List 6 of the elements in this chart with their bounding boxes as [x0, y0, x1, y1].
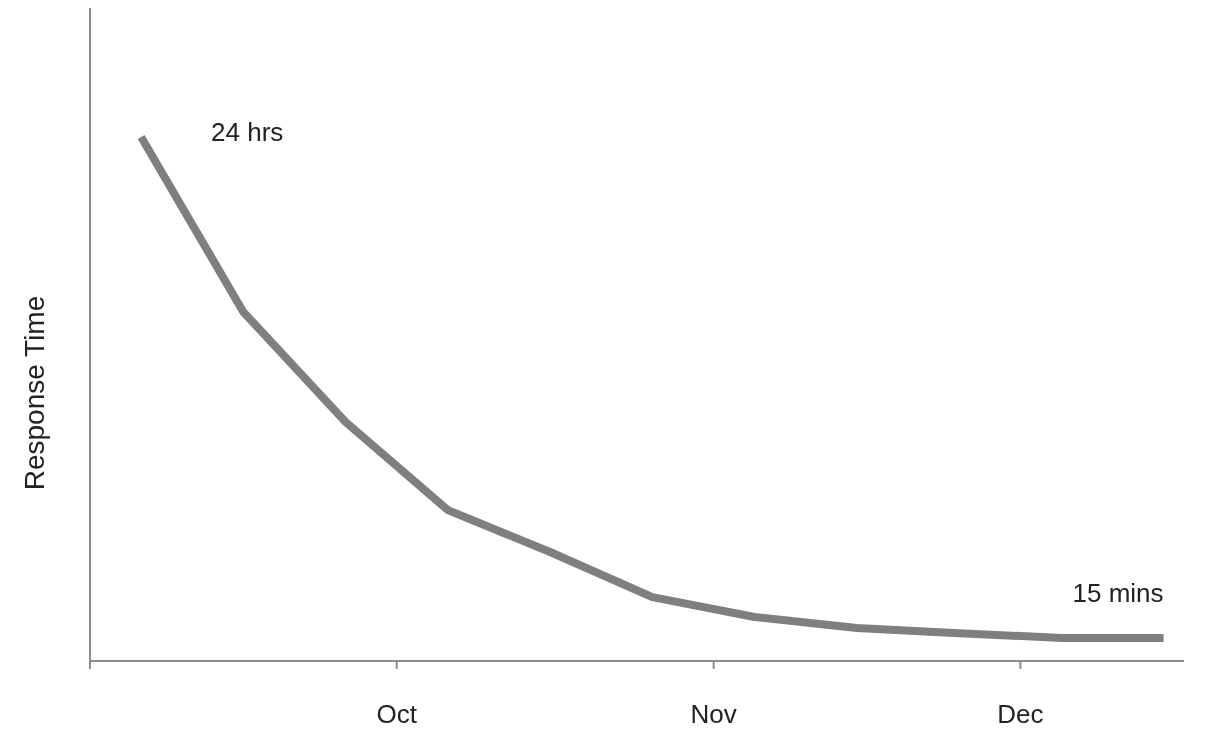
x-tick-label: Oct	[376, 699, 418, 729]
x-tick-label: Nov	[690, 699, 737, 729]
y-axis-title: Response Time	[19, 295, 50, 491]
annotation: 24 hrs	[211, 117, 284, 147]
annotation: 15 mins	[1072, 577, 1164, 608]
x-tick-label: Dec	[997, 699, 1044, 729]
